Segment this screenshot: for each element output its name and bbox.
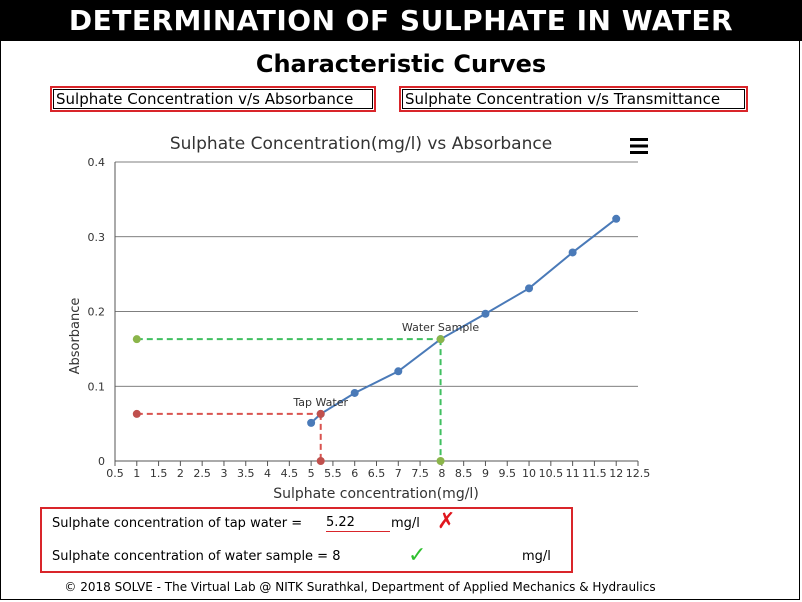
chart-title: Sulphate Concentration(mg/l) vs Absorban… bbox=[170, 134, 552, 154]
x-tick-label: 9 bbox=[482, 467, 489, 480]
data-point[interactable] bbox=[481, 309, 490, 318]
x-tick-label: 11.5 bbox=[582, 467, 607, 480]
x-tick-label: 4 bbox=[264, 467, 271, 480]
tap-water-unit: mg/l bbox=[391, 516, 420, 531]
x-tick-label: 6.5 bbox=[368, 467, 386, 480]
water-sample-unit: mg/l bbox=[522, 549, 551, 564]
annotation-point[interactable] bbox=[316, 409, 325, 418]
x-tick-label: 8 bbox=[438, 467, 445, 480]
x-tick-label: 12 bbox=[609, 467, 623, 480]
x-tick-label: 7.5 bbox=[411, 467, 429, 480]
x-tick-label: 8.5 bbox=[455, 467, 473, 480]
x-tick-label: 3.5 bbox=[237, 467, 255, 480]
tab-transmittance[interactable]: Sulphate Concentration v/s Transmittance bbox=[399, 86, 748, 112]
x-tick-label: 9.5 bbox=[499, 467, 517, 480]
water-sample-label: Sulphate concentration of water sample =… bbox=[52, 549, 341, 564]
data-point[interactable] bbox=[568, 248, 577, 257]
y-tick-label: 0.2 bbox=[88, 306, 106, 319]
annotation-x-marker bbox=[436, 457, 445, 465]
data-point[interactable] bbox=[350, 388, 359, 397]
tap-water-input[interactable] bbox=[326, 513, 390, 532]
data-point[interactable] bbox=[307, 418, 316, 427]
checkmark-icon: ✓ bbox=[408, 543, 427, 568]
x-tick-label: 12.5 bbox=[626, 467, 651, 480]
data-point[interactable] bbox=[612, 214, 621, 223]
cross-icon: ✗ bbox=[437, 509, 456, 534]
x-axis-label: Sulphate concentration(mg/l) bbox=[273, 486, 479, 502]
page-title: DETERMINATION OF SULPHATE IN WATER bbox=[0, 0, 802, 41]
hamburger-menu-icon[interactable] bbox=[630, 138, 648, 154]
results-panel: Sulphate concentration of tap water = mg… bbox=[40, 507, 573, 573]
footer-credit: © 2018 SOLVE - The Virtual Lab @ NITK Su… bbox=[64, 580, 656, 594]
x-tick-label: 3 bbox=[220, 467, 227, 480]
x-tick-label: 0.5 bbox=[106, 467, 124, 480]
y-tick-label: 0.3 bbox=[88, 231, 106, 244]
x-tick-label: 7 bbox=[395, 467, 402, 480]
x-tick-label: 10 bbox=[522, 467, 536, 480]
annotation-y-marker bbox=[132, 409, 141, 418]
annotation-point[interactable] bbox=[436, 335, 445, 344]
x-tick-label: 5 bbox=[308, 467, 315, 480]
annotation-label: Tap Water bbox=[292, 396, 348, 409]
y-tick-label: 0.1 bbox=[88, 380, 106, 393]
x-tick-label: 4.5 bbox=[281, 467, 299, 480]
y-axis-label: Absorbance bbox=[68, 298, 83, 375]
data-point[interactable] bbox=[394, 367, 403, 376]
x-tick-label: 1 bbox=[133, 467, 140, 480]
x-tick-label: 10.5 bbox=[539, 467, 564, 480]
y-tick-label: 0.4 bbox=[88, 156, 106, 169]
tab-absorbance[interactable]: Sulphate Concentration v/s Absorbance bbox=[50, 86, 376, 112]
section-title: Characteristic Curves bbox=[255, 50, 547, 78]
tap-water-label: Sulphate concentration of tap water = bbox=[52, 516, 303, 531]
annotation-x-marker bbox=[316, 457, 325, 465]
x-tick-label: 2.5 bbox=[193, 467, 211, 480]
data-point[interactable] bbox=[525, 284, 534, 293]
x-tick-label: 6 bbox=[351, 467, 358, 480]
annotation-label: Water Sample bbox=[402, 321, 479, 334]
x-tick-label: 2 bbox=[177, 467, 184, 480]
x-tick-label: 1.5 bbox=[150, 467, 168, 480]
x-tick-label: 5.5 bbox=[324, 467, 342, 480]
y-tick-label: 0 bbox=[98, 455, 105, 468]
annotation-y-marker bbox=[132, 335, 141, 344]
chart: Sulphate Concentration(mg/l) vs Absorban… bbox=[68, 134, 651, 502]
x-tick-label: 11 bbox=[566, 467, 580, 480]
